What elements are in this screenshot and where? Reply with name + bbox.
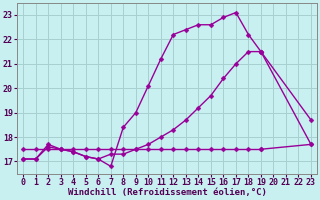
X-axis label: Windchill (Refroidissement éolien,°C): Windchill (Refroidissement éolien,°C) xyxy=(68,188,267,197)
